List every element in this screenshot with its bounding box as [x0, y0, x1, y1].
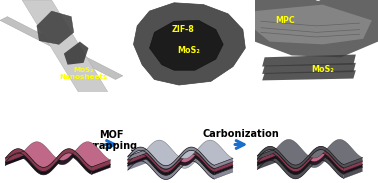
Text: Carbonization: Carbonization [203, 129, 280, 139]
Text: ZIF-8: ZIF-8 [171, 25, 194, 34]
Polygon shape [5, 156, 24, 165]
Polygon shape [344, 167, 363, 178]
Polygon shape [5, 146, 110, 172]
Polygon shape [257, 146, 363, 172]
Polygon shape [37, 11, 74, 44]
Polygon shape [214, 158, 233, 169]
Polygon shape [257, 139, 363, 165]
Polygon shape [64, 42, 88, 65]
Polygon shape [257, 146, 344, 168]
Polygon shape [92, 164, 110, 174]
Polygon shape [128, 154, 214, 175]
Polygon shape [257, 143, 363, 169]
Polygon shape [128, 157, 214, 180]
Polygon shape [128, 147, 233, 173]
Text: 100 nm: 100 nm [336, 86, 358, 91]
Polygon shape [133, 3, 245, 85]
Polygon shape [257, 149, 276, 159]
Polygon shape [128, 159, 147, 170]
Polygon shape [255, 5, 372, 44]
Polygon shape [5, 151, 24, 162]
Text: MPC: MPC [276, 16, 296, 25]
Polygon shape [262, 63, 356, 74]
Polygon shape [128, 156, 147, 166]
Polygon shape [214, 168, 233, 179]
Text: MoS₂
Nanosheets: MoS₂ Nanosheets [59, 67, 108, 81]
Polygon shape [262, 55, 356, 67]
Polygon shape [92, 160, 110, 171]
Polygon shape [344, 161, 363, 171]
Polygon shape [5, 142, 110, 167]
Polygon shape [214, 162, 233, 172]
Polygon shape [255, 0, 378, 57]
Polygon shape [257, 150, 344, 172]
Polygon shape [344, 158, 363, 168]
Polygon shape [257, 156, 276, 165]
Polygon shape [257, 153, 344, 174]
Polygon shape [150, 20, 223, 70]
Polygon shape [257, 152, 276, 163]
Polygon shape [5, 149, 92, 172]
Polygon shape [128, 151, 214, 173]
Polygon shape [22, 0, 108, 92]
Text: MoS₂: MoS₂ [177, 46, 200, 55]
Polygon shape [128, 149, 147, 160]
Polygon shape [128, 150, 233, 175]
Text: MoS₂: MoS₂ [311, 65, 334, 74]
Polygon shape [257, 149, 363, 175]
Polygon shape [128, 140, 233, 166]
Polygon shape [262, 70, 356, 80]
Text: wrapping: wrapping [85, 141, 138, 151]
Polygon shape [5, 153, 92, 175]
Polygon shape [128, 147, 214, 169]
Polygon shape [0, 17, 123, 79]
Polygon shape [344, 165, 363, 174]
Polygon shape [257, 156, 344, 179]
Text: MOF: MOF [99, 130, 124, 140]
Polygon shape [257, 158, 276, 169]
Polygon shape [128, 153, 147, 163]
Polygon shape [128, 144, 233, 169]
Polygon shape [214, 165, 233, 175]
